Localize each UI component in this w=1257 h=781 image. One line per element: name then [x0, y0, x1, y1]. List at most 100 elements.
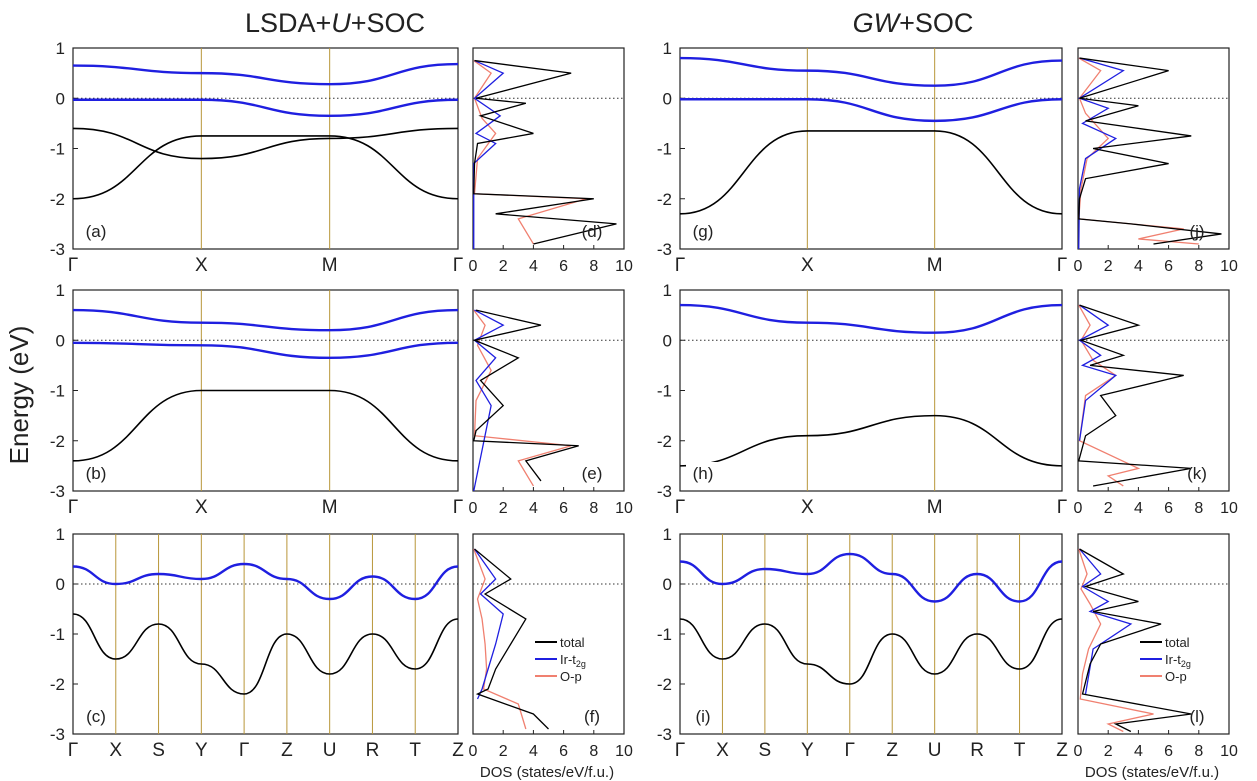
- k-point-label: Γ: [453, 497, 463, 518]
- y-tick-label: 1: [56, 39, 65, 58]
- k-point-label: Z: [886, 740, 898, 761]
- x-tick-label: 4: [529, 500, 538, 517]
- panel-label: (j): [1189, 222, 1204, 241]
- y-tick-label: -3: [50, 240, 65, 259]
- dos-xlabel-right: DOS (states/eV/f.u.): [1085, 764, 1219, 781]
- band-line: [73, 98, 458, 118]
- x-tick-label: 10: [1220, 743, 1238, 760]
- k-point-label: M: [322, 497, 338, 518]
- x-tick-label: 6: [559, 743, 568, 760]
- legend-label: O-p: [1165, 669, 1187, 684]
- legend-label: total: [560, 635, 585, 650]
- y-tick-label: -2: [50, 432, 65, 451]
- x-tick-label: 2: [1104, 258, 1113, 275]
- band-line: [73, 562, 458, 601]
- dos-line-total: [474, 548, 549, 730]
- y-tick-label: -2: [50, 190, 65, 209]
- x-tick-label: 0: [1074, 258, 1083, 275]
- col-title-right: GW+SOC: [853, 8, 974, 38]
- y-tick-label: 1: [663, 525, 672, 544]
- dos-line-o-p: [1078, 548, 1154, 733]
- band-line: [680, 414, 1062, 467]
- x-tick-label: 0: [469, 258, 478, 275]
- k-point-label: X: [109, 740, 122, 761]
- k-point-label: Γ: [239, 740, 249, 761]
- y-tick-label: -2: [50, 675, 65, 694]
- k-point-label: Γ: [453, 255, 463, 276]
- x-tick-label: 6: [559, 258, 568, 275]
- y-tick-label: 0: [56, 331, 65, 350]
- x-tick-label: 2: [499, 500, 508, 517]
- panel-label-bg: [686, 220, 720, 242]
- dos-line-total: [1078, 57, 1222, 245]
- k-point-label: T: [1014, 740, 1026, 761]
- panel-frame: [1077, 47, 1230, 250]
- x-tick-label: 10: [615, 258, 633, 275]
- x-tick-label: 0: [469, 743, 478, 760]
- y-tick-label: 0: [663, 331, 672, 350]
- k-point-label: M: [322, 255, 338, 276]
- legend-label: total: [1165, 635, 1190, 650]
- band-line: [73, 389, 458, 462]
- x-tick-label: 2: [499, 258, 508, 275]
- band-series-group: [680, 56, 1062, 215]
- x-tick-label: 8: [589, 500, 598, 517]
- x-tick-label: 6: [1164, 500, 1173, 517]
- band-line: [680, 552, 1062, 603]
- panel-label: (i): [695, 707, 710, 726]
- dos-series-group: [473, 309, 579, 491]
- panel-label-bg: [686, 462, 720, 484]
- panel-label: (f): [584, 707, 600, 726]
- k-point-label: S: [152, 740, 165, 761]
- dos-line-ir-t2g: [1078, 57, 1125, 249]
- panel-label-bg: [79, 705, 113, 727]
- k-point-label: U: [928, 740, 942, 761]
- panel-label-bg: [79, 462, 113, 484]
- k-point-label: X: [195, 497, 208, 518]
- dos-line-total: [1078, 304, 1192, 487]
- x-tick-label: 4: [1134, 500, 1143, 517]
- k-point-label: Γ: [68, 255, 78, 276]
- dos-panel-d: 0 2 4 6 8 10 (d): [469, 47, 633, 275]
- k-point-label: X: [801, 497, 814, 518]
- k-point-label: Z: [1056, 740, 1068, 761]
- dos-xlabel-left: DOS (states/eV/f.u.): [480, 764, 614, 781]
- y-tick-label: -3: [657, 725, 672, 744]
- dos-line-o-p: [473, 60, 587, 245]
- y-tick-label: 0: [56, 89, 65, 108]
- panel-label: (k): [1187, 464, 1207, 483]
- band-line: [73, 308, 458, 332]
- panel-label: (l): [1189, 707, 1204, 726]
- k-point-label: M: [927, 497, 943, 518]
- legend-label: Ir-t2g: [1165, 652, 1191, 669]
- panel-label: (e): [582, 464, 603, 483]
- x-tick-label: 0: [469, 500, 478, 517]
- panel-label-bg: [79, 220, 113, 242]
- k-point-label: Γ: [675, 497, 685, 518]
- band-series-group: [73, 562, 458, 695]
- dos-panel-e: 0 2 4 6 8 10 (e): [469, 289, 633, 517]
- k-point-label: Γ: [1057, 497, 1067, 518]
- x-tick-label: 4: [1134, 258, 1143, 275]
- x-tick-label: 6: [1164, 743, 1173, 760]
- k-point-label: Y: [801, 740, 814, 761]
- x-tick-label: 10: [1220, 500, 1238, 517]
- y-tick-label: -3: [657, 240, 672, 259]
- band-line: [680, 303, 1062, 334]
- x-tick-label: 0: [1074, 743, 1083, 760]
- panel-frame: [472, 533, 625, 735]
- band-line: [73, 135, 458, 200]
- x-tick-label: 6: [1164, 258, 1173, 275]
- x-tick-label: 8: [1194, 258, 1203, 275]
- dos-line-total: [473, 59, 617, 245]
- dos-line-o-p: [473, 548, 527, 730]
- band-panel-h: 10-1-2-3Γ X M Γ(h): [657, 281, 1067, 518]
- k-point-label: M: [927, 255, 943, 276]
- k-point-label: R: [970, 740, 984, 761]
- y-tick-label: -2: [657, 432, 672, 451]
- k-point-label: Γ: [68, 497, 78, 518]
- dos-panel-j: 0 2 4 6 8 10 (j): [1074, 47, 1238, 275]
